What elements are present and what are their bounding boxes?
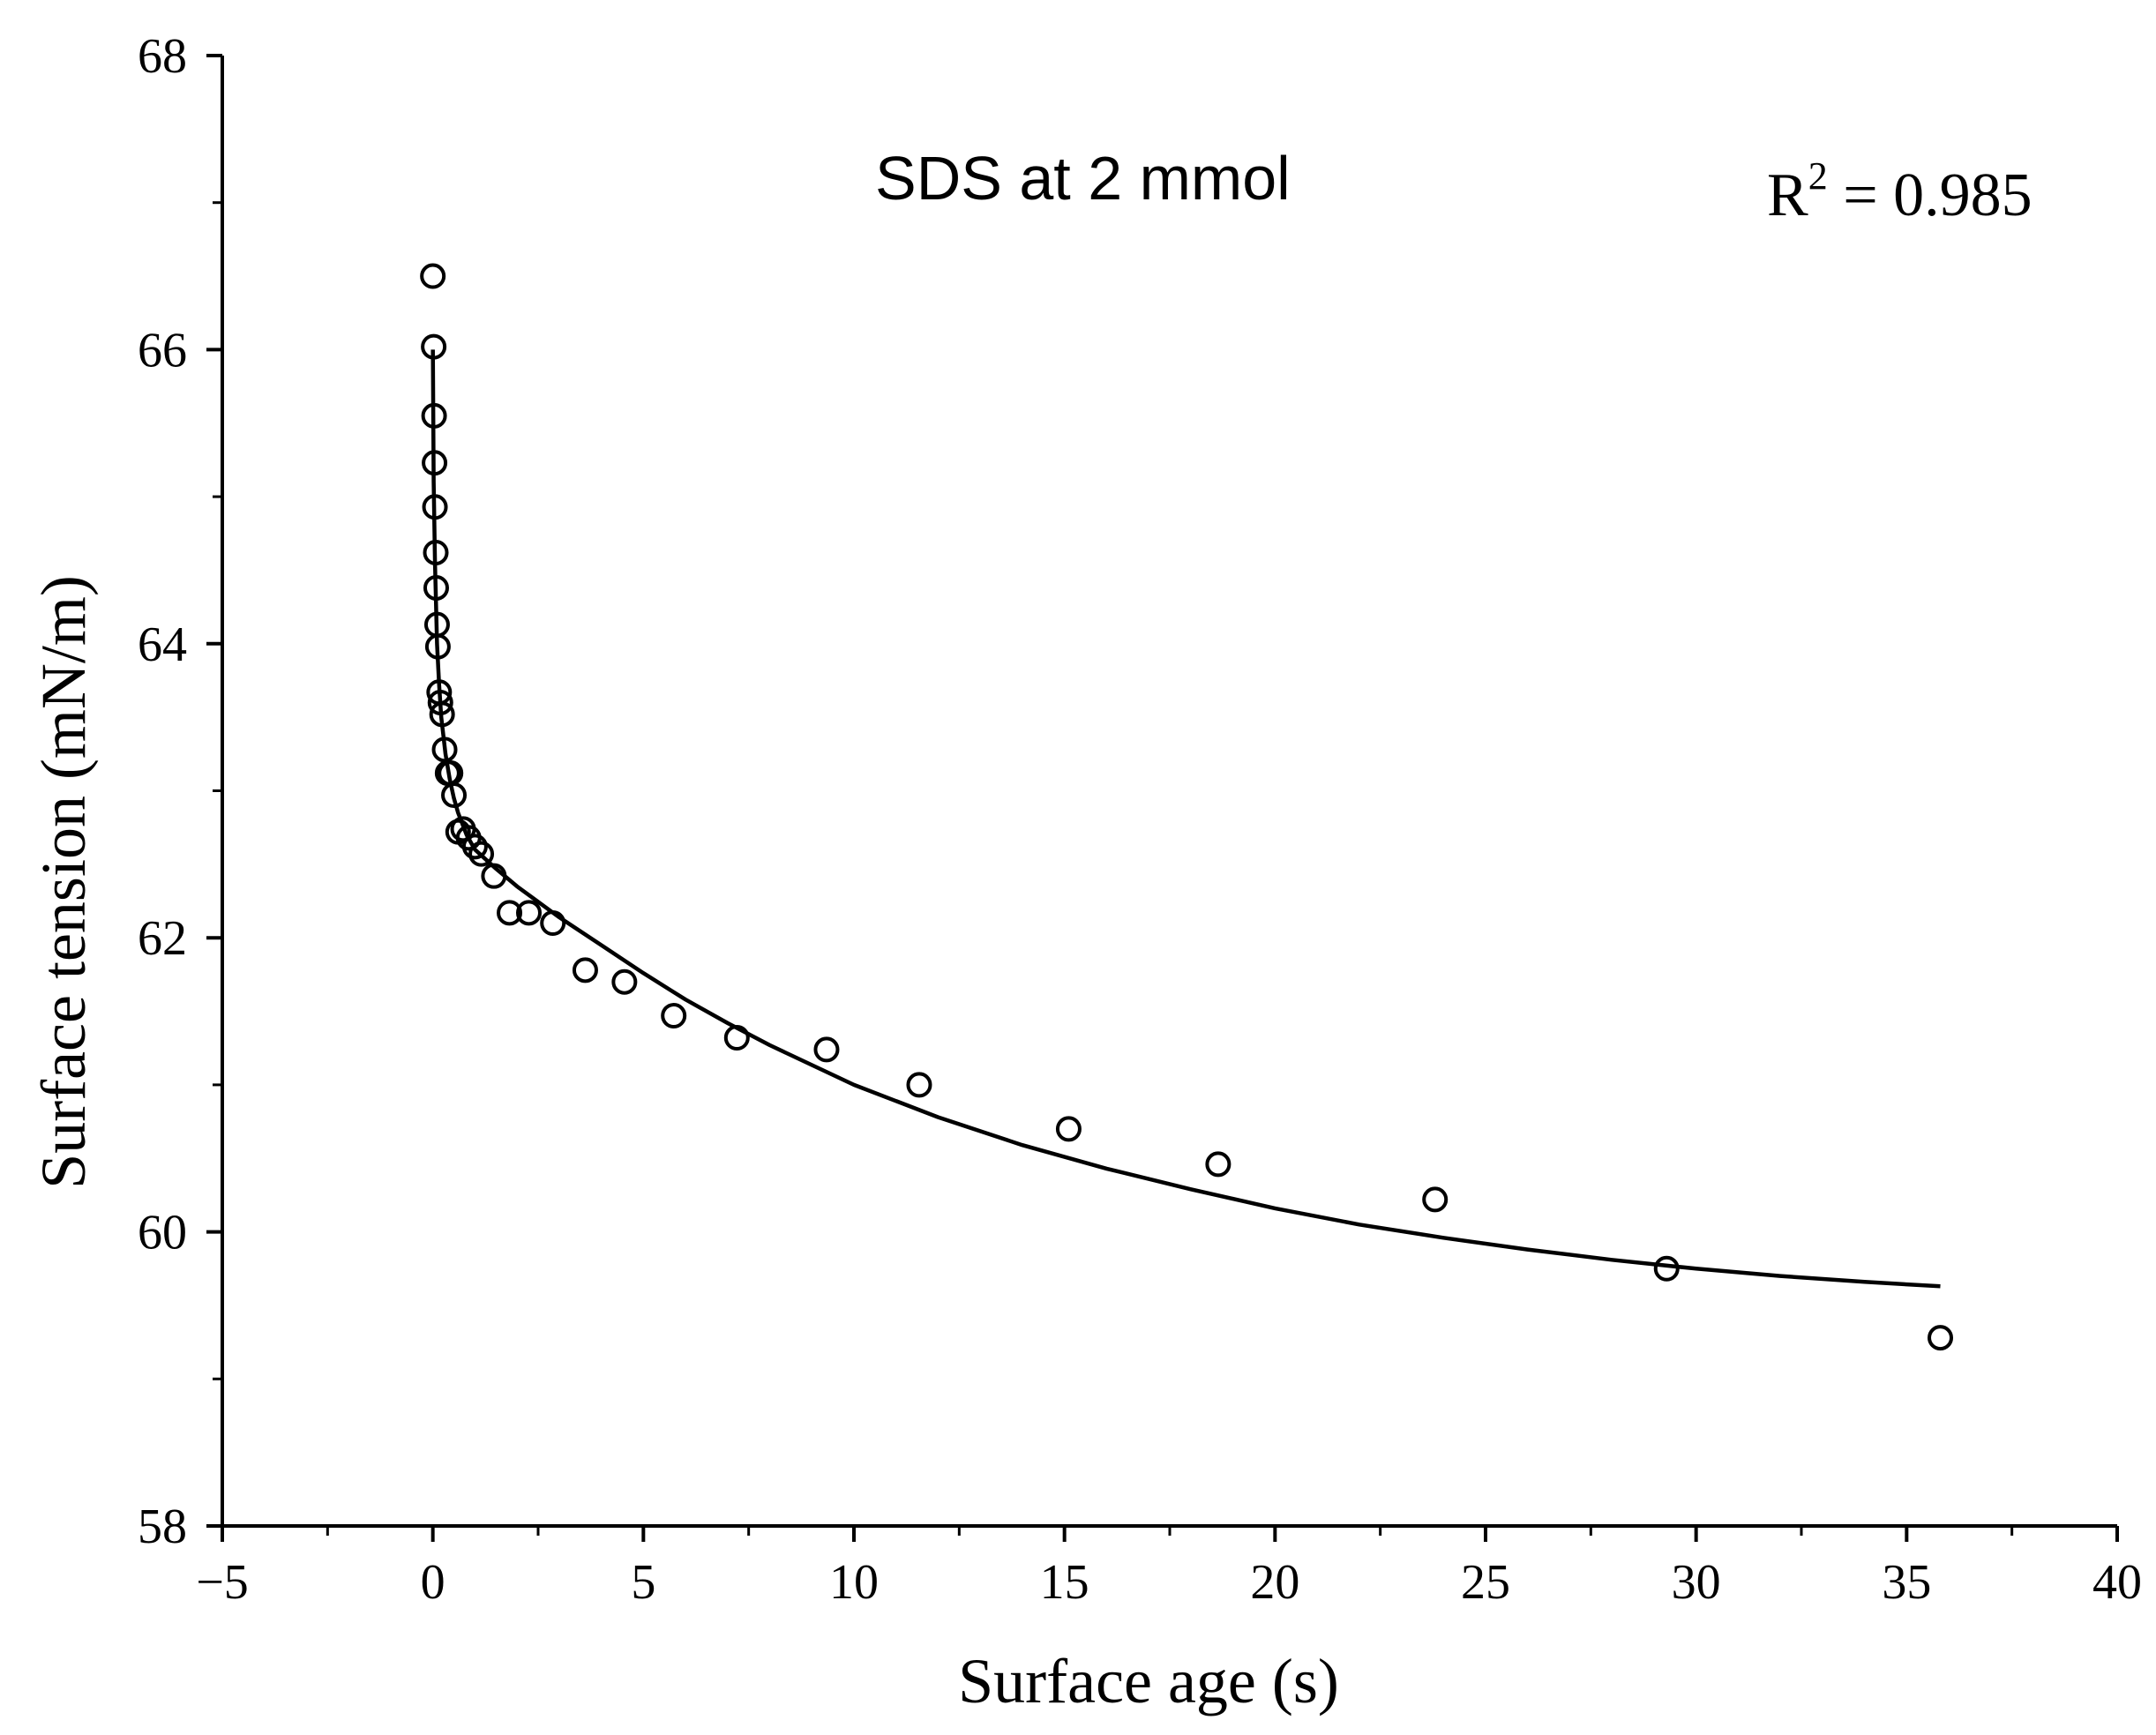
y-tick-label: 58 — [138, 1499, 187, 1554]
data-point — [441, 782, 468, 809]
series-annotation: SDS at 2 mmol — [875, 144, 1291, 213]
data-point — [661, 1003, 687, 1029]
r2-prefix: R — [1767, 161, 1808, 229]
r2-superscript: 2 — [1808, 154, 1828, 198]
data-point — [420, 263, 446, 289]
data-point — [572, 957, 598, 983]
data-point — [1653, 1255, 1680, 1282]
data-point — [813, 1036, 840, 1063]
x-tick-label: 15 — [1040, 1555, 1089, 1610]
data-point — [906, 1072, 932, 1098]
x-axis-title: Surface age (s) — [958, 1646, 1339, 1716]
x-tick-label: 30 — [1672, 1555, 1721, 1610]
x-tick-label: 25 — [1461, 1555, 1510, 1610]
y-tick-label: 64 — [138, 617, 187, 672]
data-point — [540, 910, 566, 937]
x-tick-label: 20 — [1250, 1555, 1299, 1610]
y-tick-label: 60 — [138, 1206, 187, 1260]
data-point — [611, 968, 638, 995]
data-point — [497, 900, 523, 926]
data-point — [461, 834, 488, 860]
data-point — [1422, 1186, 1449, 1213]
data-point — [1055, 1116, 1082, 1142]
x-tick-label: 40 — [2092, 1555, 2142, 1610]
y-axis-title: Surface tension (mN/m) — [28, 575, 99, 1189]
data-point — [1205, 1151, 1231, 1178]
r2-value: = 0.985 — [1828, 161, 2032, 229]
y-tick-label: 62 — [138, 911, 187, 966]
data-point — [1928, 1325, 1954, 1351]
data-point — [515, 900, 542, 926]
plot-area — [420, 263, 1954, 1351]
x-tick-label: −5 — [196, 1555, 249, 1610]
x-tick-label: 5 — [631, 1555, 655, 1610]
fit-curve — [430, 349, 1941, 1289]
r-squared-annotation: R2 = 0.985 — [1767, 154, 2032, 229]
y-tick-label: 68 — [138, 29, 187, 84]
x-tick-label: 0 — [421, 1555, 445, 1610]
data-point — [468, 841, 495, 867]
y-tick-label: 66 — [138, 323, 187, 378]
x-tick-label: 35 — [1882, 1555, 1931, 1610]
x-tick-label: 10 — [829, 1555, 879, 1610]
axes: −5 0 5 10 15 20 25 30 35 40 58 60 62 64 66 68 — [138, 29, 2142, 1610]
